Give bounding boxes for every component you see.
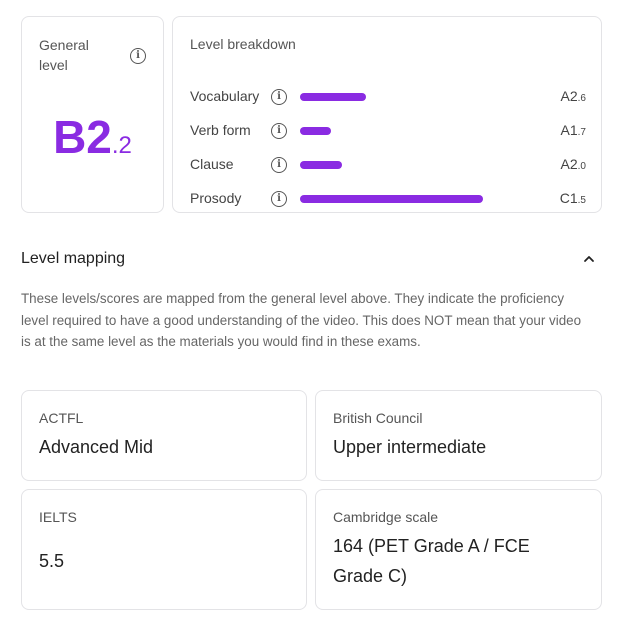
british-council-value: Upper intermediate (333, 437, 487, 457)
actfl-card: ACTFL Advanced Mid (21, 390, 307, 481)
general-level-label: General level (39, 37, 89, 73)
breakdown-row-clause: Clause i A2.0 (190, 154, 586, 176)
level-sub: .7 (577, 127, 586, 138)
level-main: A2 (560, 88, 578, 104)
info-icon[interactable]: i (271, 191, 287, 207)
breakdown-row-name: Prosody (190, 190, 242, 206)
breakdown-bar (300, 161, 520, 169)
breakdown-row-level: A2.0 (561, 156, 586, 172)
breakdown-row-name: Verb form (190, 122, 251, 138)
level-mapping-header[interactable]: Level mapping (21, 248, 602, 272)
level-main: A1 (560, 122, 578, 138)
cambridge-scale-card: Cambridge scale 164 (PET Grade A / FCE G… (315, 489, 602, 610)
british-council-label: British Council (333, 410, 423, 426)
breakdown-row-level: A2.6 (561, 88, 586, 104)
british-council-card: British Council Upper intermediate (315, 390, 602, 481)
info-icon[interactable]: i (271, 123, 287, 139)
level-sub: .5 (577, 195, 586, 206)
actfl-value: Advanced Mid (39, 437, 154, 457)
breakdown-row-level: C1.5 (560, 190, 586, 206)
breakdown-row-name: Vocabulary (190, 88, 260, 104)
level-main: A2 (560, 156, 578, 172)
level-breakdown-title: Level breakdown (190, 36, 296, 52)
level-sub: .6 (577, 93, 586, 104)
cambridge-scale-label: Cambridge scale (333, 509, 439, 525)
breakdown-bar (300, 93, 520, 101)
level-mapping-title: Level mapping (21, 250, 126, 267)
breakdown-bar-fill (300, 127, 331, 135)
breakdown-bar-fill (300, 161, 342, 169)
breakdown-bar-fill (300, 195, 483, 203)
general-level-sub: .2 (111, 132, 132, 159)
actfl-label: ACTFL (39, 410, 84, 426)
info-icon[interactable]: i (130, 48, 146, 64)
breakdown-row-vocabulary: Vocabulary i A2.6 (190, 86, 586, 108)
ielts-label: IELTS (39, 509, 77, 525)
ielts-value: 5.5 (39, 551, 65, 571)
breakdown-row-prosody: Prosody i C1.5 (190, 188, 586, 210)
breakdown-bar (300, 127, 520, 135)
breakdown-row-name: Clause (190, 156, 234, 172)
general-level-card: General level i B2.2 (21, 16, 164, 213)
level-breakdown-card: Level breakdown Vocabulary i A2.6 Verb f… (172, 16, 602, 213)
breakdown-bar-fill (300, 93, 366, 101)
breakdown-row-level: A1.7 (561, 122, 586, 138)
level-mapping-description: These levels/scores are mapped from the … (21, 291, 582, 349)
level-sub: .0 (577, 161, 586, 172)
chevron-up-icon[interactable] (582, 252, 596, 266)
info-icon[interactable]: i (271, 89, 287, 105)
general-level-value: B2.2 (22, 112, 163, 162)
breakdown-bar (300, 195, 520, 203)
ielts-card: IELTS 5.5 (21, 489, 307, 610)
cambridge-scale-value: 164 (PET Grade A / FCE Grade C) (333, 536, 530, 586)
level-main: C1 (559, 190, 578, 206)
breakdown-row-verb-form: Verb form i A1.7 (190, 120, 586, 142)
info-icon[interactable]: i (271, 157, 287, 173)
general-level-main: B2 (53, 111, 112, 163)
